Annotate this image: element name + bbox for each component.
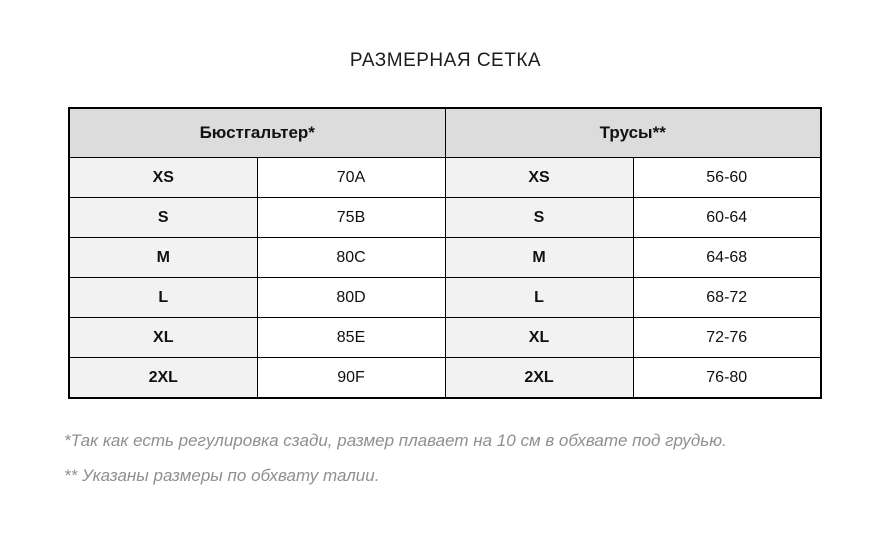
bra-size-cell: XL (68, 317, 258, 358)
bra-size-cell: L (68, 277, 258, 318)
panty-size-cell: S (444, 197, 634, 238)
table-row: 2XL 90F 2XL 76-80 (68, 357, 822, 399)
footnotes-block: *Так как есть регулировка сзади, размер … (64, 430, 854, 500)
column-header-panties: Трусы** (444, 107, 822, 158)
bra-size-cell: M (68, 237, 258, 278)
panty-size-cell: M (444, 237, 634, 278)
panty-value-cell: 76-80 (632, 357, 822, 399)
panty-value-cell: 60-64 (632, 197, 822, 238)
panty-size-cell: 2XL (444, 357, 634, 399)
size-table: Бюстгальтер* Трусы** XS 70A XS 56-60 S 7… (68, 107, 822, 399)
footnote-panties: ** Указаны размеры по обхвату талии. (64, 466, 380, 486)
table-header-row: Бюстгальтер* Трусы** (68, 107, 822, 158)
panty-size-cell: L (444, 277, 634, 318)
bra-size-cell: XS (68, 157, 258, 198)
bra-value-cell: 75B (256, 197, 446, 238)
bra-value-cell: 70A (256, 157, 446, 198)
table-row: S 75B S 60-64 (68, 197, 822, 238)
table-row: XL 85E XL 72-76 (68, 317, 822, 358)
column-header-bra: Бюстгальтер* (68, 107, 446, 158)
panty-value-cell: 56-60 (632, 157, 822, 198)
bra-size-cell: 2XL (68, 357, 258, 399)
bra-value-cell: 90F (256, 357, 446, 399)
page-title: РАЗМЕРНАЯ СЕТКА (349, 50, 542, 71)
table-row: XS 70A XS 56-60 (68, 157, 822, 198)
panty-value-cell: 72-76 (632, 317, 822, 358)
panty-size-cell: XL (444, 317, 634, 358)
footnote-bra: *Так как есть регулировка сзади, размер … (64, 431, 727, 450)
bra-value-cell: 80D (256, 277, 446, 318)
panty-size-cell: XS (444, 157, 634, 198)
panty-value-cell: 64-68 (632, 237, 822, 278)
table-row: L 80D L 68-72 (68, 277, 822, 318)
bra-value-cell: 80C (256, 237, 446, 278)
panty-value-cell: 68-72 (632, 277, 822, 318)
bra-size-cell: S (68, 197, 258, 238)
table-row: M 80C M 64-68 (68, 237, 822, 278)
bra-value-cell: 85E (256, 317, 446, 358)
